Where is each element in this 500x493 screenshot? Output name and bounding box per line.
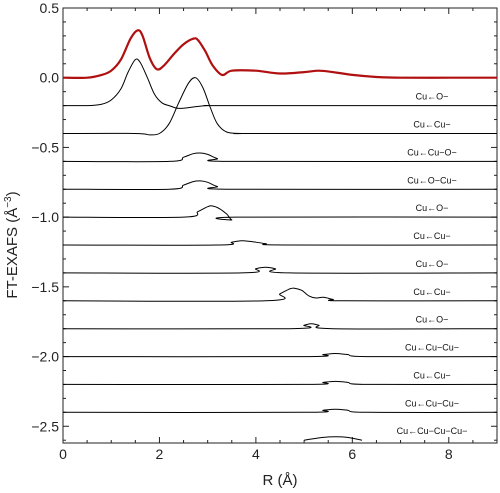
path-label-6: Cu←Cu−	[413, 231, 450, 241]
x-tick-label: 0	[59, 446, 67, 462]
path-label-5: Cu←O−	[416, 203, 449, 213]
path-line-7	[62, 266, 498, 274]
y-tick-label: −2.0	[31, 349, 59, 365]
x-axis-ticks: 0 2 4 6 8	[59, 8, 498, 462]
x-axis-label: R (Å)	[263, 472, 298, 489]
path-line-11	[62, 380, 498, 386]
y-axis-label-close: )	[4, 191, 21, 196]
y-tick-label: −1.5	[31, 279, 59, 295]
y-tick-label: −2.5	[31, 418, 59, 434]
y-tick-label: 0.5	[40, 0, 60, 16]
path-line-5	[62, 205, 498, 221]
y-tick-label: −1.0	[31, 209, 59, 225]
x-tick-label: 6	[348, 446, 356, 462]
y-axis-label-main: FT-EXAFS (Å	[4, 208, 21, 299]
path-label-1: Cu←O−	[416, 92, 449, 102]
x-tick-label: 2	[156, 446, 164, 462]
path-label-12: Cu←Cu−Cu−	[405, 398, 459, 408]
path-labels: Cu←O−Cu←Cu−Cu←Cu−O−Cu←O−Cu−Cu←O−Cu←Cu−Cu…	[397, 92, 468, 437]
path-line-4	[62, 180, 498, 191]
total-series	[62, 29, 497, 80]
path-line-1	[62, 58, 497, 109]
path-label-13: Cu←Cu−Cu−Cu−	[397, 426, 468, 436]
path-label-10: Cu←Cu−Cu−	[405, 343, 459, 353]
path-label-9: Cu←O−	[416, 315, 449, 325]
x-tick-label: 4	[252, 446, 260, 462]
total-line	[62, 29, 497, 80]
path-line-13	[304, 436, 363, 441]
path-line-10	[62, 352, 498, 358]
path-line-2	[62, 77, 497, 136]
y-axis-label: FT-EXAFS (Å−3)	[3, 191, 21, 298]
path-label-4: Cu←O−Cu−	[407, 175, 457, 185]
y-tick-label: 0.0	[40, 70, 60, 86]
path-label-3: Cu←Cu−O−	[407, 147, 457, 157]
path-series	[62, 58, 498, 441]
path-label-8: Cu←Cu−	[413, 287, 450, 297]
x-tick-label: 8	[445, 446, 453, 462]
path-label-2: Cu←Cu−	[413, 119, 450, 129]
path-line-9	[62, 323, 498, 330]
path-line-3	[62, 152, 498, 163]
path-label-11: Cu←Cu−	[413, 370, 450, 380]
y-tick-label: −0.5	[31, 139, 59, 155]
path-line-12	[62, 408, 498, 413]
y-axis-label-sup: −3	[3, 196, 14, 208]
path-line-6	[62, 240, 498, 246]
path-line-8	[62, 287, 498, 302]
path-label-7: Cu←O−	[416, 259, 449, 269]
